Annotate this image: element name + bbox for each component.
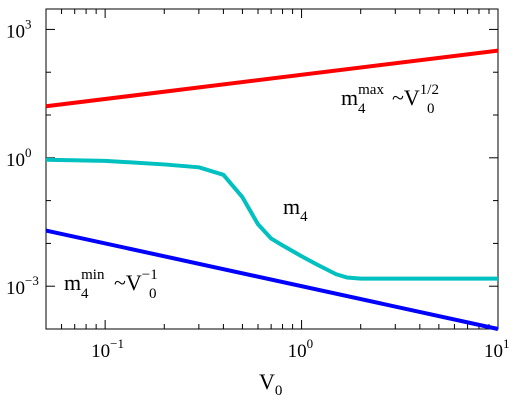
x-tick-label: 101 <box>484 336 510 362</box>
ann-m4max-v: V <box>404 85 420 110</box>
annotation-m4max: mmax 4 ~V1/2 0 <box>341 82 439 117</box>
ann-m4min-tilde: ~ <box>114 270 126 295</box>
x-axis-label-base: V <box>259 369 275 394</box>
ann-m4max-tilde: ~ <box>392 85 404 110</box>
y-tick-label-base: 10 <box>6 21 25 42</box>
annotation-m4min: mmin 4 ~V−1 0 <box>64 267 158 302</box>
ann-m4min-sub: 4 <box>81 286 89 302</box>
y-tick-label-base: 10 <box>6 278 25 299</box>
y-tick-label: 10−3 <box>6 273 39 299</box>
ann-m4min-vsub: 0 <box>149 286 157 302</box>
y-tick-label: 103 <box>6 16 32 42</box>
ann-m4min-v: V <box>126 270 142 295</box>
ann-m4max-sup: max <box>358 82 384 98</box>
ann-m4min-sup: min <box>81 267 105 283</box>
x-tick-label: 10−1 <box>91 336 124 362</box>
ann-m4-m: m <box>283 194 300 219</box>
x-tick-label-exp: −1 <box>110 336 124 351</box>
series-line-m4max <box>45 48 499 109</box>
series-line-m4min <box>45 228 499 331</box>
x-tick-label-base: 10 <box>484 341 503 362</box>
y-tick-label: 100 <box>6 145 32 171</box>
ann-m4max-sub: 4 <box>358 101 366 117</box>
y-tick-label-exp: −3 <box>25 273 39 288</box>
x-tick-label-base: 10 <box>288 341 307 362</box>
x-tick-label-base: 10 <box>91 341 110 362</box>
series-layer <box>45 48 499 331</box>
x-tick-label: 100 <box>288 336 314 362</box>
x-axis-label: V0 <box>259 369 282 399</box>
y-tick-label-base: 10 <box>6 150 25 171</box>
x-axis-label-sub: 0 <box>275 383 283 399</box>
series-line-m4 <box>45 157 498 281</box>
ann-m4max-vsup: 1/2 <box>420 82 439 98</box>
tick-marks <box>45 9 499 330</box>
ann-m4max-vsub: 0 <box>427 101 435 117</box>
ann-m4min-vsup: −1 <box>142 267 158 283</box>
ann-m4min-m: m <box>64 270 81 295</box>
y-tick-label-exp: 0 <box>25 145 32 160</box>
x-tick-label-exp: 1 <box>503 336 510 351</box>
plot-frame <box>45 8 499 330</box>
ann-m4-sub: 4 <box>300 209 308 225</box>
ann-m4max-m: m <box>341 85 358 110</box>
annotation-m4: m4 <box>283 194 308 225</box>
x-tick-label-exp: 0 <box>307 336 314 351</box>
y-tick-label-exp: 3 <box>25 16 32 31</box>
